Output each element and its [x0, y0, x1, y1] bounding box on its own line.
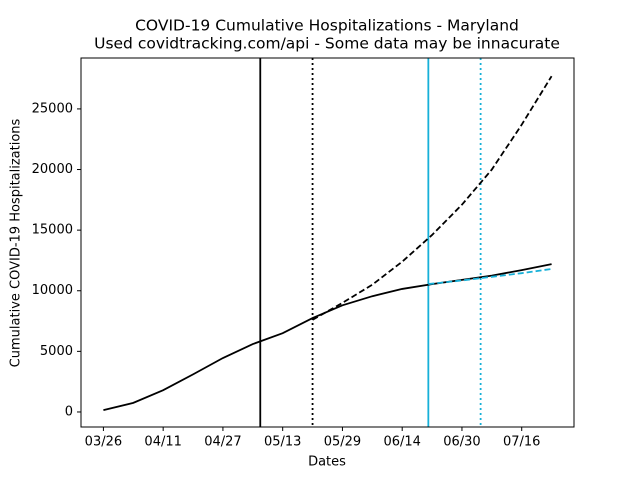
x-tick-label: 05/13	[264, 435, 301, 450]
x-tick-label: 05/29	[324, 435, 361, 450]
chart-title: COVID-19 Cumulative Hospitalizations - M…	[135, 17, 519, 35]
x-axis-label: Dates	[308, 455, 346, 470]
x-tick-label: 06/30	[443, 435, 480, 450]
y-tick-label: 20000	[32, 162, 73, 177]
x-tick-label: 07/16	[503, 435, 540, 450]
y-tick-label: 10000	[32, 283, 73, 298]
y-tick-label: 15000	[32, 223, 73, 238]
chart-subtitle: Used covidtracking.com/api - Some data m…	[94, 35, 560, 53]
plot-frame	[80, 57, 575, 428]
y-tick-label: 25000	[32, 101, 73, 116]
x-tick-label: 04/11	[144, 435, 181, 450]
x-tick-label: 03/26	[85, 435, 122, 450]
data-line	[103, 263, 552, 412]
data-line	[312, 75, 553, 321]
y-tick-label: 5000	[40, 344, 73, 359]
y-axis-label: Cumulative COVID-19 Hospitalizations	[9, 118, 24, 367]
x-tick-label: 04/27	[204, 435, 241, 450]
data-line	[428, 268, 552, 285]
y-tick-label: 0	[65, 404, 73, 419]
x-tick-label: 06/14	[383, 435, 420, 450]
